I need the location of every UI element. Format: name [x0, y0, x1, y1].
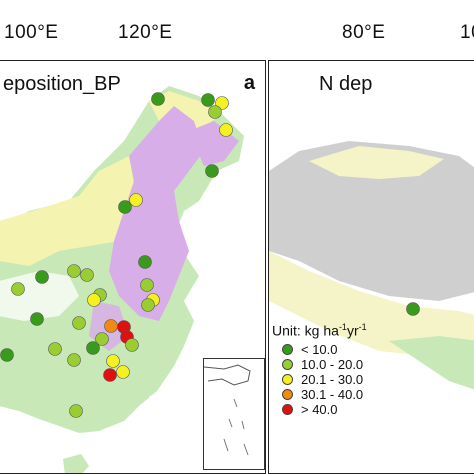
purple-region-a1 [109, 106, 204, 321]
legend-title: Unit: kg ha-1yr-1 [272, 322, 472, 339]
hainan-island-a [63, 454, 89, 473]
white-region-a2 [149, 391, 179, 421]
inset-islands [223, 398, 249, 456]
legend-title-sup2: -1 [358, 322, 367, 332]
grey-region-b [269, 141, 474, 301]
yellow-region-b2 [269, 251, 474, 361]
inset-graphic [203, 364, 251, 456]
legend-row-30-40: 30.1 - 40.0 [272, 387, 472, 402]
panel-a-title: eposition_BP [3, 73, 121, 95]
panel-b-title: N dep [319, 73, 373, 95]
legend-label-10-20: 10.0 - 20.0 [301, 356, 364, 372]
legend-label-lt10: < 10.0 [301, 341, 338, 357]
legend-dot-20-30 [282, 373, 293, 385]
longitude-label-80e: 80°E [342, 22, 386, 43]
legend-row-10-20: 10.0 - 20.0 [272, 357, 472, 372]
map-panel-b: N dep [268, 60, 474, 474]
green-region-b [389, 336, 474, 390]
yellow-region-b1 [309, 146, 444, 179]
legend: Unit: kg ha-1yr-1 < 10.0 10.0 - 20.0 20.… [272, 322, 472, 417]
legend-row-lt10: < 10.0 [272, 342, 472, 357]
longitude-label-partial: 10 [460, 22, 474, 43]
legend-dot-lt10 [282, 343, 293, 355]
longitude-label-100e: 100°E [4, 22, 59, 43]
legend-label-30-40: 30.1 - 40.0 [301, 386, 364, 402]
legend-title-mid: yr [346, 322, 359, 339]
south-china-sea-inset [203, 358, 265, 470]
legend-title-prefix: Unit: kg ha [272, 322, 339, 339]
legend-row-gt40: > 40.0 [272, 402, 472, 417]
legend-dot-30-40 [282, 388, 293, 400]
legend-label-gt40: > 40.0 [301, 401, 338, 417]
legend-dot-gt40 [282, 403, 293, 415]
map-b-graphic [269, 141, 474, 390]
legend-title-sup1: -1 [338, 322, 347, 332]
yellow-region-a1 [0, 156, 139, 266]
legend-dot-10-20 [282, 358, 293, 370]
legend-label-20-30: 20.1 - 30.0 [301, 371, 364, 387]
inset-coastline [203, 364, 251, 386]
longitude-label-120e: 120°E [118, 22, 173, 43]
panel-a-letter: a [243, 72, 255, 94]
legend-row-20-30: 20.1 - 30.0 [272, 372, 472, 387]
